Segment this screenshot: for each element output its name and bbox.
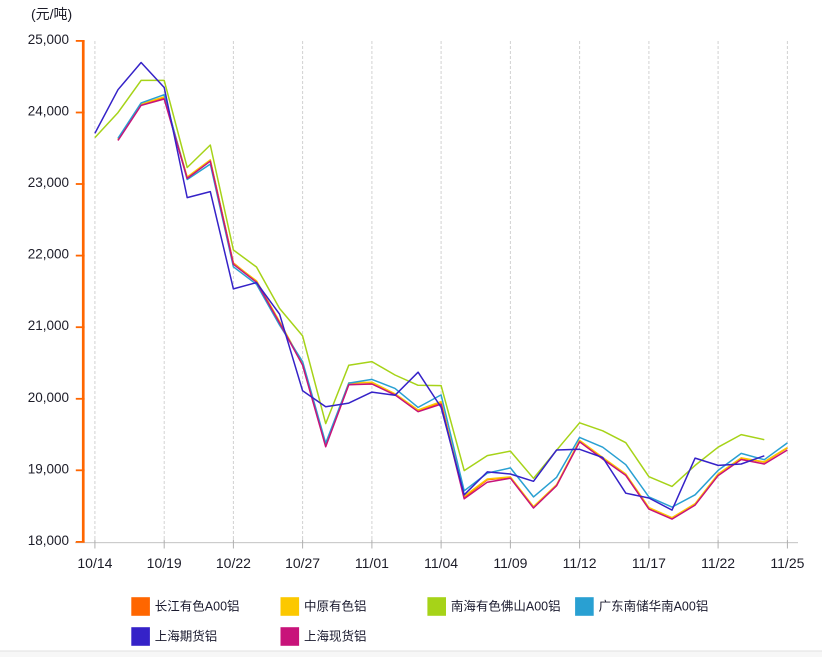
- svg-text:21,000: 21,000: [28, 318, 69, 333]
- svg-text:11/09: 11/09: [493, 555, 527, 571]
- svg-text:10/14: 10/14: [77, 555, 112, 571]
- svg-text:25,000: 25,000: [28, 32, 69, 47]
- svg-text:20,000: 20,000: [28, 390, 69, 405]
- svg-text:23,000: 23,000: [28, 175, 69, 190]
- svg-text:22,000: 22,000: [28, 247, 69, 262]
- svg-text:11/12: 11/12: [563, 555, 597, 571]
- svg-text:24,000: 24,000: [28, 104, 69, 119]
- svg-text:11/17: 11/17: [632, 555, 666, 571]
- svg-text:中原有色铝: 中原有色铝: [304, 598, 367, 613]
- svg-text:上海期货铝: 上海期货铝: [155, 628, 218, 643]
- svg-text:11/22: 11/22: [701, 555, 735, 571]
- svg-text:10/19: 10/19: [147, 555, 182, 571]
- svg-text:19,000: 19,000: [28, 461, 69, 476]
- svg-text:10/27: 10/27: [285, 555, 320, 571]
- svg-text:长江有色A00铝: 长江有色A00铝: [155, 598, 240, 613]
- svg-text:上海现货铝: 上海现货铝: [304, 628, 367, 643]
- svg-text:11/25: 11/25: [770, 555, 804, 571]
- svg-text:南海有色佛山A00铝: 南海有色佛山A00铝: [451, 598, 561, 613]
- svg-text:(元/吨): (元/吨): [31, 6, 72, 22]
- svg-text:10/22: 10/22: [216, 555, 251, 571]
- svg-text:11/04: 11/04: [424, 555, 458, 571]
- svg-text:11/01: 11/01: [355, 555, 389, 571]
- svg-text:广东南储华南A00铝: 广东南储华南A00铝: [599, 598, 709, 613]
- svg-text:18,000: 18,000: [28, 533, 69, 548]
